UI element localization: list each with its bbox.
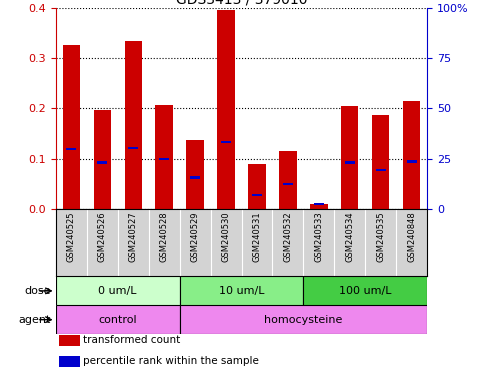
Bar: [97, 161, 107, 164]
Bar: [341, 106, 358, 209]
Text: GSM240528: GSM240528: [159, 211, 169, 262]
Text: 100 um/L: 100 um/L: [339, 286, 392, 296]
Bar: [180, 276, 303, 305]
Text: agent: agent: [18, 314, 51, 325]
Bar: [190, 176, 200, 179]
Bar: [344, 161, 355, 164]
Bar: [56, 276, 180, 305]
Text: control: control: [98, 314, 137, 325]
Bar: [156, 105, 172, 209]
Title: GDS3413 / 379010: GDS3413 / 379010: [176, 0, 307, 7]
Text: GSM240526: GSM240526: [98, 211, 107, 262]
Text: GSM240533: GSM240533: [314, 211, 324, 262]
Bar: [186, 140, 203, 209]
Bar: [280, 151, 297, 209]
Bar: [221, 141, 231, 144]
Text: 10 um/L: 10 um/L: [219, 286, 264, 296]
Text: GSM240848: GSM240848: [408, 211, 416, 262]
Bar: [128, 147, 139, 149]
Bar: [56, 305, 180, 334]
Bar: [372, 115, 389, 209]
Bar: [303, 276, 427, 305]
Text: GSM240532: GSM240532: [284, 211, 293, 262]
Bar: [158, 158, 170, 160]
Bar: [252, 194, 262, 196]
Text: transformed count: transformed count: [83, 335, 180, 345]
Bar: [62, 45, 80, 209]
Text: percentile rank within the sample: percentile rank within the sample: [83, 356, 258, 366]
Bar: [217, 10, 235, 209]
Bar: [59, 335, 80, 346]
Bar: [376, 169, 386, 171]
Text: GSM240535: GSM240535: [376, 211, 385, 262]
Bar: [403, 101, 421, 209]
Text: GSM240529: GSM240529: [190, 211, 199, 262]
Bar: [94, 111, 111, 209]
Bar: [66, 147, 76, 150]
Bar: [311, 204, 327, 209]
Bar: [248, 164, 266, 209]
Text: homocysteine: homocysteine: [264, 314, 342, 325]
Bar: [313, 203, 325, 205]
Text: GSM240531: GSM240531: [253, 211, 261, 262]
Bar: [125, 41, 142, 209]
Text: dose: dose: [24, 286, 51, 296]
Text: GSM240534: GSM240534: [345, 211, 355, 262]
Bar: [407, 160, 417, 162]
Text: GSM240527: GSM240527: [128, 211, 138, 262]
Text: GSM240530: GSM240530: [222, 211, 230, 262]
Text: GSM240525: GSM240525: [67, 211, 75, 262]
Bar: [180, 305, 427, 334]
Bar: [59, 356, 80, 367]
Bar: [283, 183, 293, 185]
Text: 0 um/L: 0 um/L: [98, 286, 137, 296]
